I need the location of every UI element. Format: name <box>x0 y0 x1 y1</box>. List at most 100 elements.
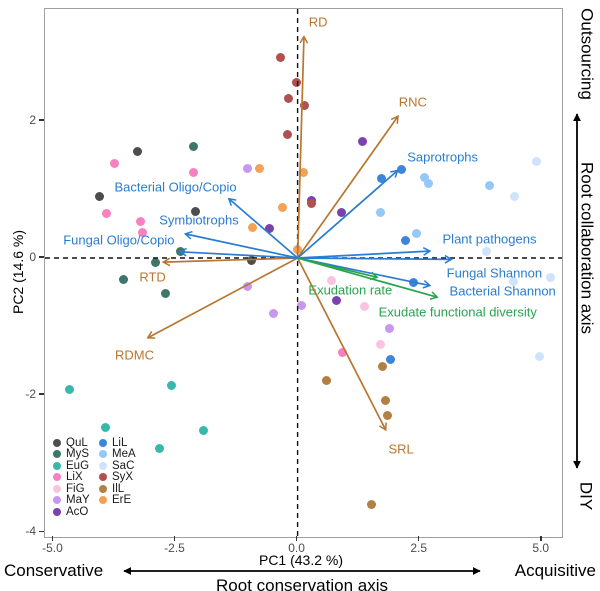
loading-vector-symbiotrophs <box>183 230 298 259</box>
data-point-MeA <box>411 229 421 239</box>
acquisitive-label: Acquisitive <box>514 561 596 580</box>
vector-label: Fungal Shannon <box>446 265 543 281</box>
data-point-SaC <box>509 276 519 286</box>
data-point-LiL <box>400 235 410 245</box>
legend-item-QuL: QuL <box>53 437 90 449</box>
loading-vector-saprotrophs <box>297 169 399 259</box>
x-tick-mark <box>417 536 420 541</box>
data-point-SaC <box>534 351 544 361</box>
scatter-points-layer <box>45 9 562 537</box>
data-point-LiX <box>338 348 348 358</box>
vector-label: Bacterial Oligo/Copio <box>114 179 237 195</box>
x-tick-mark <box>173 536 176 541</box>
legend-item-FiG: FiG <box>53 483 90 495</box>
vector-label: Bacterial Shannon <box>449 283 556 299</box>
data-point-EuG <box>166 381 176 391</box>
legend-item-label: SaC <box>112 459 135 472</box>
diy-label: DIY <box>576 481 596 511</box>
loading-vectors <box>146 35 453 432</box>
x-tick-label: -5.0 <box>42 541 63 555</box>
legend-item-label: IlL <box>112 482 125 495</box>
plot-panel: RD RNC RTD RDMC SRL Saprotrophs Bacterial Olig… <box>44 8 563 538</box>
data-point-SyX <box>283 93 293 103</box>
legend-item-label: AcO <box>66 505 89 518</box>
data-point-MaY <box>268 309 278 319</box>
loading-vector-fungal-shannon <box>297 254 453 264</box>
loading-vector-srl <box>296 257 387 432</box>
data-point-FiG <box>360 302 370 312</box>
data-point-SaC <box>481 246 491 256</box>
data-point-LiL <box>386 355 396 365</box>
data-point-MeA <box>375 207 385 217</box>
legend-swatch <box>53 438 61 447</box>
y-axis-title: PC2 (14.6 %) <box>10 229 26 315</box>
vector-label: RTD <box>139 269 166 285</box>
data-point-MeA <box>420 172 430 182</box>
data-point-ErE <box>248 222 258 232</box>
data-point-IlL <box>378 361 388 371</box>
data-point-MaY <box>296 300 306 310</box>
data-point-ErE <box>298 168 308 178</box>
legend-item-label: MeA <box>112 448 136 461</box>
legend-column: QuL MyS EuG LiX FiG MaY AcO <box>53 437 90 518</box>
data-point-LiX <box>188 168 198 178</box>
data-point-IlL <box>366 500 376 510</box>
legend-swatch <box>99 450 107 459</box>
data-point-LiX <box>110 158 120 168</box>
vector-label: SRL <box>388 441 414 457</box>
y-tick-label: -2 <box>25 387 36 402</box>
vector-label: Fungal Oligo/Copio <box>63 232 175 248</box>
legend-swatch <box>99 496 107 505</box>
data-point-SyX <box>283 130 293 140</box>
legend-item-label: SyX <box>112 471 134 484</box>
legend-swatch <box>99 461 107 470</box>
y-tick-mark <box>39 393 44 395</box>
outsourcing-label: Outsourcing <box>577 8 597 100</box>
root-conservation-axis-label: Root conservation axis <box>216 576 388 591</box>
data-point-LiX <box>138 228 148 238</box>
x-tick-mark <box>51 536 54 541</box>
legend-item-SyX: SyX <box>99 471 136 484</box>
legend-item-label: QuL <box>66 436 88 449</box>
legend-item-label: MyS <box>66 448 89 461</box>
legend-item-label: FiG <box>66 482 85 495</box>
legend-item-MyS: MyS <box>53 448 90 461</box>
y-tick-mark <box>39 119 44 121</box>
vector-label: Saprotrophs <box>407 149 479 165</box>
x-tick-mark <box>540 536 542 541</box>
legend-swatch <box>53 496 61 505</box>
dashed-zero-axes <box>45 9 562 537</box>
data-point-LiX <box>101 208 111 218</box>
loading-vector-rd <box>296 35 309 259</box>
legend-item-label: EuG <box>66 459 90 472</box>
legend-item-ErE: ErE <box>99 494 136 506</box>
x-tick-mark <box>295 536 298 541</box>
legend-column: LiL MeA SaC SyX IlL ErE <box>99 437 136 506</box>
data-point-FiG <box>375 339 385 349</box>
data-point-AcO <box>264 224 274 233</box>
data-point-MaY <box>243 282 253 292</box>
x-tick-label: 0.0 <box>288 541 305 555</box>
data-point-SyX <box>292 77 302 87</box>
legend-swatch <box>53 450 61 459</box>
legend-item-AcO: AcO <box>53 506 90 518</box>
y-tick-label: -4 <box>25 524 36 539</box>
data-point-QuL <box>190 206 200 216</box>
data-point-SaC <box>510 192 520 202</box>
legend-item-MaY: MaY <box>53 494 90 506</box>
data-point-AcO <box>332 296 342 306</box>
y-tick-label: 2 <box>29 112 36 127</box>
data-point-QuL <box>132 147 142 157</box>
data-point-MyS <box>189 142 199 152</box>
legend-item-LiX: LiX <box>53 471 90 483</box>
vector-label: RNC <box>398 94 427 110</box>
vector-label: Exudate functional diversity <box>378 304 537 319</box>
vector-labels-layer: RD RNC RTD RDMC SRL Saprotrophs Bacterial Olig… <box>45 9 562 537</box>
loading-vector-plant-pathogens <box>297 247 432 259</box>
loading-vector-rnc <box>296 115 399 259</box>
data-point-SyX <box>276 52 286 62</box>
legend-swatch <box>53 473 61 482</box>
x-tick-label: 2.5 <box>410 541 428 555</box>
vector-label: RDMC <box>115 347 154 363</box>
legend-swatch <box>99 484 107 493</box>
